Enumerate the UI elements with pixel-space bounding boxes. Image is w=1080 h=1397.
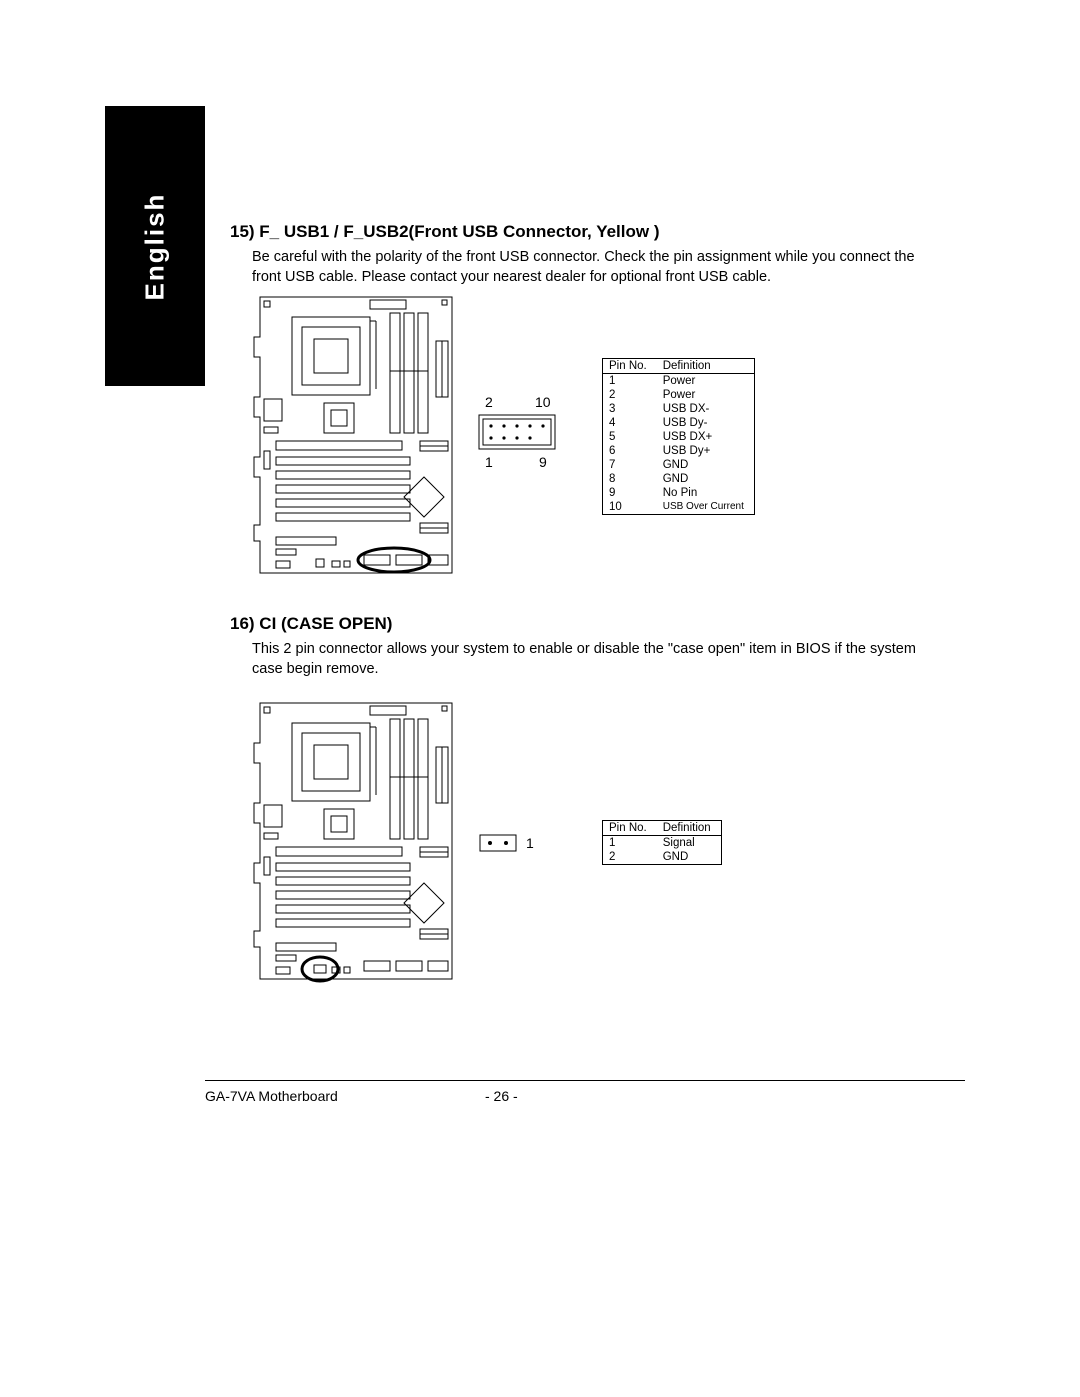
section-15-pin-table: Pin No. Definition 1Power 2Power 3USB DX… xyxy=(602,358,755,515)
table-row: 7GND xyxy=(603,458,755,472)
col-pin-no: Pin No. xyxy=(603,358,657,373)
section-15-content: 2 10 1 9 Pin No xyxy=(230,291,950,581)
footer-product: GA-7VA Motherboard xyxy=(205,1088,485,1104)
col-pin-no: Pin No. xyxy=(603,820,657,835)
usb-header-pinout: 2 10 1 9 xyxy=(462,291,572,581)
section-15-body: Be careful with the polarity of the fron… xyxy=(230,248,950,287)
section-16: 16) CI (CASE OPEN) This 2 pin connector … xyxy=(230,614,950,987)
section-16-heading: 16) CI (CASE OPEN) xyxy=(230,614,950,634)
pin-label-bl: 1 xyxy=(485,454,493,470)
page-footer: GA-7VA Motherboard - 26 - xyxy=(205,1080,965,1104)
pin-label-tr: 10 xyxy=(535,394,551,410)
ci-header-pinout: 1 xyxy=(462,697,572,987)
col-definition: Definition xyxy=(657,358,755,373)
usb-header-icon: 2 10 1 9 xyxy=(467,391,567,481)
section-15-heading: 15) F_ USB1 / F_USB2(Front USB Connector… xyxy=(230,222,950,242)
col-definition: Definition xyxy=(657,820,721,835)
table-row: 3USB DX- xyxy=(603,402,755,416)
table-row: 6USB Dy+ xyxy=(603,444,755,458)
footer-page-number: - 26 - xyxy=(485,1088,518,1104)
ci-header-icon: 1 xyxy=(472,827,562,857)
manual-page: English 15) F_ USB1 / F_USB2(Front USB C… xyxy=(0,0,1080,1397)
section-15-table-wrap: Pin No. Definition 1Power 2Power 3USB DX… xyxy=(602,358,755,515)
pin-label-br: 9 xyxy=(539,454,547,470)
pin-label-tl: 2 xyxy=(485,394,493,410)
table-row: 1Signal xyxy=(603,835,722,850)
language-tab: English xyxy=(105,106,205,386)
table-row: 10USB Over Current xyxy=(603,500,755,515)
table-row: 4USB Dy- xyxy=(603,416,755,430)
table-row: 9No Pin xyxy=(603,486,755,500)
table-row: 2GND xyxy=(603,850,722,865)
ci-pin1-label: 1 xyxy=(526,835,534,851)
section-16-pin-table: Pin No. Definition 1Signal 2GND xyxy=(602,820,722,865)
table-row: 5USB DX+ xyxy=(603,430,755,444)
section-15: 15) F_ USB1 / F_USB2(Front USB Connector… xyxy=(230,222,950,581)
section-16-body: This 2 pin connector allows your system … xyxy=(230,640,950,679)
table-row: 8GND xyxy=(603,472,755,486)
motherboard-diagram-1 xyxy=(252,291,462,581)
motherboard-diagram-2 xyxy=(252,697,462,987)
language-label: English xyxy=(140,192,171,300)
footer-rule xyxy=(205,1080,965,1082)
table-row: 2Power xyxy=(603,388,755,402)
section-16-content: 1 Pin No. Definition 1Signal 2GND xyxy=(230,697,950,987)
section-16-table-wrap: Pin No. Definition 1Signal 2GND xyxy=(602,820,722,865)
table-row: 1Power xyxy=(603,373,755,388)
